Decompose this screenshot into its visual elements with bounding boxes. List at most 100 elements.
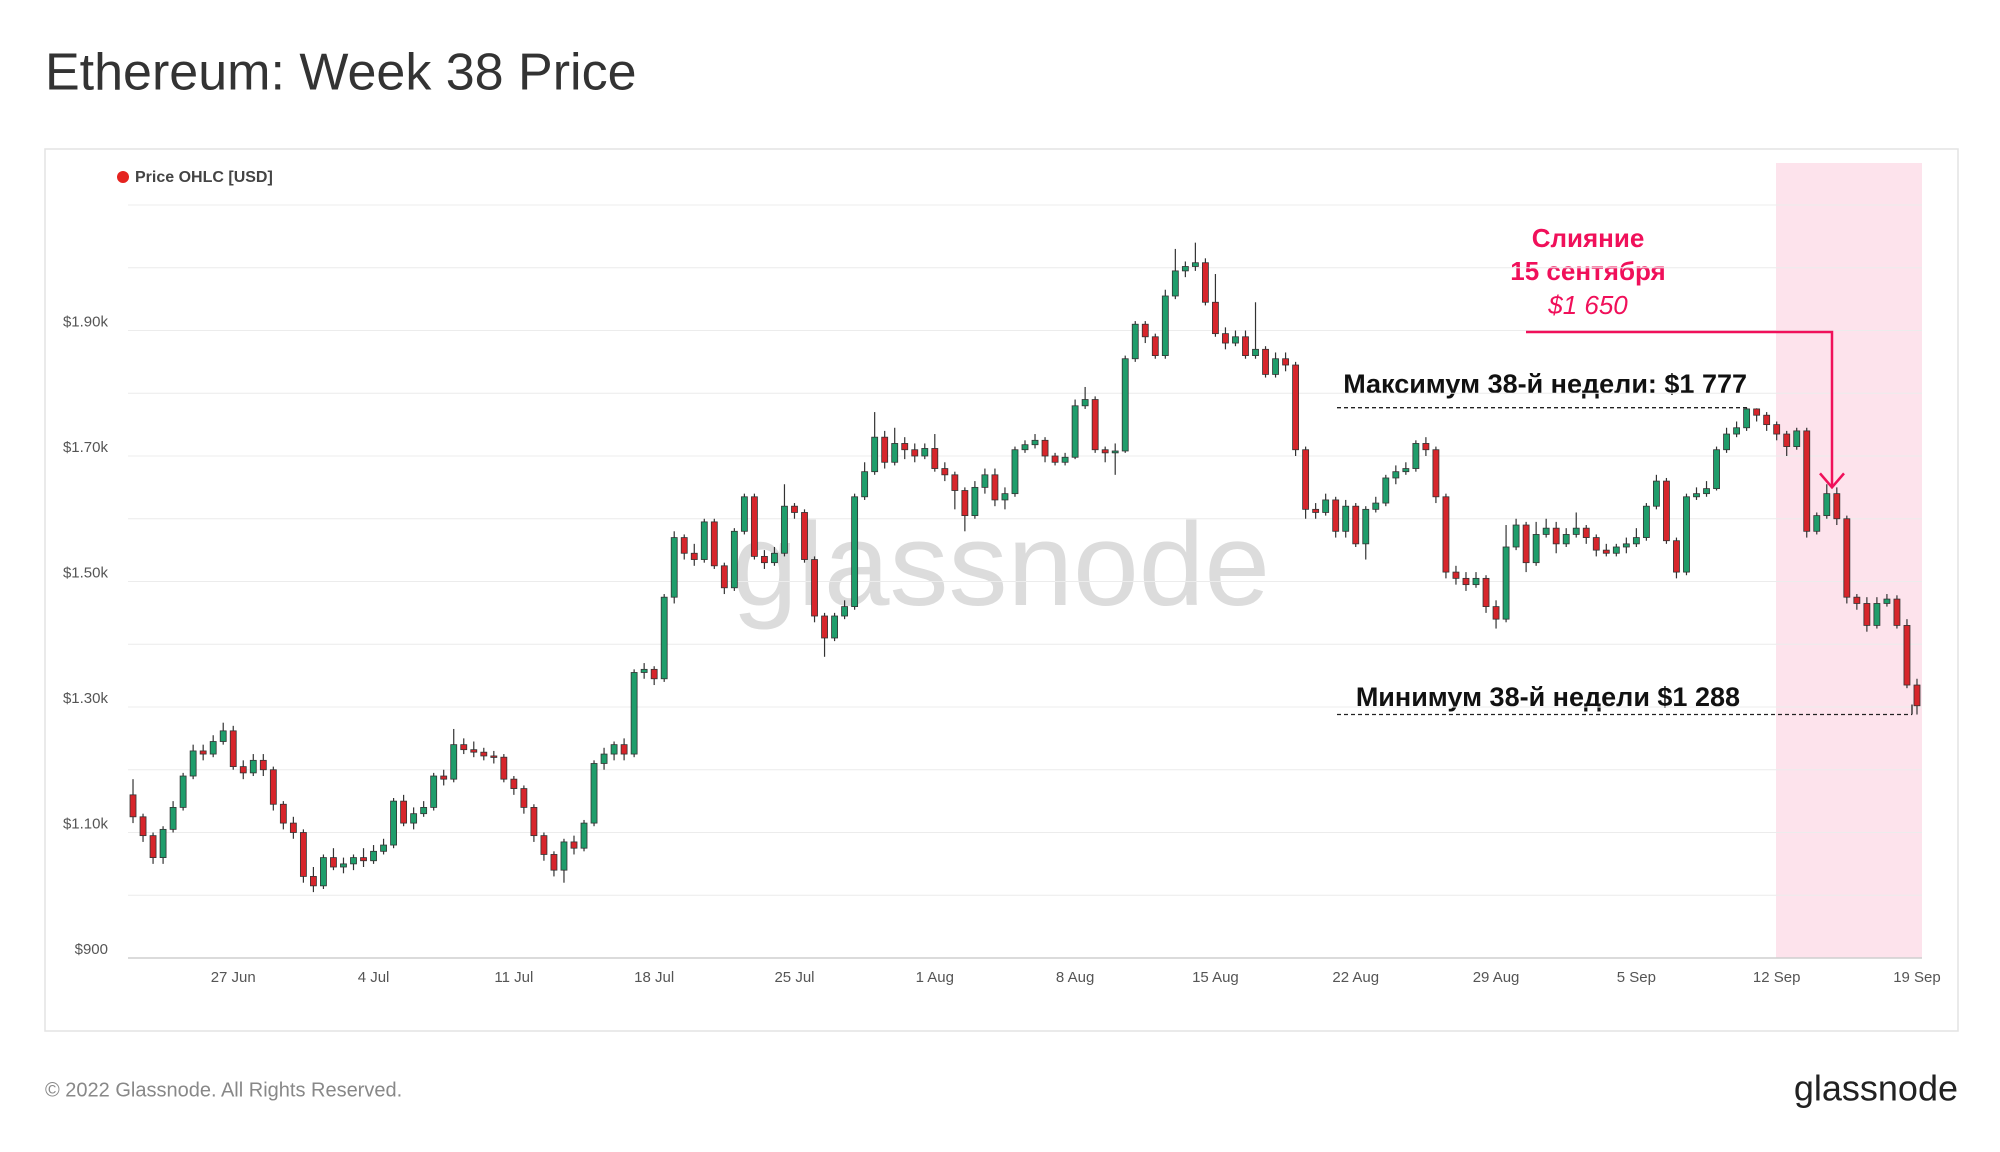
candle-body	[1582, 527, 1590, 538]
candle-body	[1212, 301, 1219, 335]
candle-body	[1372, 502, 1380, 510]
candle-body	[680, 537, 688, 554]
candle-body	[259, 759, 267, 771]
candle-body	[1592, 537, 1600, 551]
y-tick-label: $1.30k	[63, 690, 109, 707]
candle-body	[1843, 518, 1851, 598]
candle-body	[269, 769, 277, 805]
candle-body	[600, 753, 608, 764]
candle-body	[350, 857, 357, 865]
candle-body	[871, 436, 879, 473]
candle-body	[740, 496, 748, 532]
candle-body	[209, 741, 217, 755]
candle-body	[1893, 598, 1901, 626]
candle-body	[620, 744, 628, 755]
candle-body	[1101, 449, 1109, 454]
candle-body	[1292, 364, 1300, 451]
candle-body	[1021, 444, 1029, 451]
candle-body	[1743, 408, 1751, 429]
candle-body	[299, 832, 307, 877]
candle-body	[1262, 348, 1269, 375]
candle-body	[1903, 625, 1911, 686]
candle-body	[1813, 515, 1821, 532]
candle-body	[1412, 443, 1420, 469]
candle-body	[640, 668, 648, 673]
candle-body	[1512, 524, 1520, 548]
candle-body	[781, 505, 788, 554]
candle-body	[149, 835, 157, 859]
candle-body	[1362, 508, 1370, 545]
x-tick-label: 25 Jul	[774, 969, 814, 986]
candle-body	[1452, 571, 1460, 579]
candle-body	[1562, 534, 1570, 545]
candle-body	[1773, 424, 1781, 435]
candle-body	[730, 530, 738, 589]
candle-body	[1071, 405, 1079, 458]
week-low-label: Минимум 38-й недели $1 288	[1356, 682, 1740, 712]
candle-body	[1342, 505, 1350, 532]
candle-body	[881, 436, 889, 463]
candle-body	[1081, 399, 1089, 407]
candle-body	[1713, 449, 1720, 490]
candle-body	[1432, 449, 1440, 498]
candle-body	[490, 755, 498, 758]
candle-body	[249, 759, 257, 774]
x-tick-label: 15 Aug	[1192, 969, 1239, 986]
candle-body	[1873, 603, 1881, 626]
candle-body	[1031, 439, 1039, 446]
candle-body	[1422, 443, 1430, 451]
candle-body	[570, 841, 578, 849]
candle-body	[1312, 508, 1320, 513]
event-arrow	[1526, 330, 1834, 488]
candle-body	[750, 496, 758, 557]
candle-body	[1622, 543, 1630, 548]
x-tick-label: 27 Jun	[211, 969, 256, 986]
y-tick-label: $1.10k	[63, 815, 109, 832]
x-tick-label: 18 Jul	[634, 969, 674, 986]
candle-body	[610, 744, 618, 755]
candle-body	[931, 448, 939, 469]
candle-body	[1472, 577, 1480, 586]
candle-body	[390, 800, 397, 846]
candle-body	[1332, 499, 1340, 532]
candle-body	[1482, 577, 1490, 607]
footer: © 2022 Glassnode. All Rights Reserved.	[45, 1079, 402, 1101]
candle-body	[450, 744, 458, 780]
candle-body	[1853, 596, 1861, 604]
candle-body	[1532, 534, 1540, 564]
candle-body	[1572, 527, 1580, 535]
candle-body	[690, 552, 698, 560]
candle-body	[139, 816, 147, 837]
candle-body	[1151, 336, 1159, 356]
candle-body	[1161, 295, 1169, 356]
candle-body	[1673, 540, 1680, 573]
candle-body	[951, 474, 959, 491]
y-tick-label: $1.50k	[63, 564, 109, 581]
candle-body	[520, 788, 528, 808]
candle-body	[1642, 505, 1650, 538]
candle-body	[1663, 480, 1670, 542]
candle-body	[801, 512, 808, 560]
candle-body	[1051, 455, 1059, 463]
candle-body	[1011, 449, 1019, 495]
candle-body	[1683, 496, 1690, 573]
candle-body	[861, 471, 869, 498]
candle-body	[179, 775, 187, 808]
candle-body	[710, 521, 718, 567]
candle-body	[370, 850, 377, 862]
candle-body	[219, 730, 227, 742]
candle-body	[460, 744, 468, 751]
candle-body	[1141, 323, 1149, 338]
candle-body	[811, 559, 818, 617]
candle-body	[380, 844, 387, 852]
candle-body	[500, 756, 508, 780]
candle-body	[1723, 433, 1730, 451]
candle-body	[1863, 603, 1871, 626]
candle-body	[289, 822, 297, 833]
candle-body	[941, 468, 949, 476]
candle-body	[1201, 262, 1209, 303]
candle-body	[560, 841, 568, 871]
candle-body	[1272, 358, 1279, 375]
candle-body	[761, 556, 768, 564]
candle-body	[169, 807, 177, 830]
